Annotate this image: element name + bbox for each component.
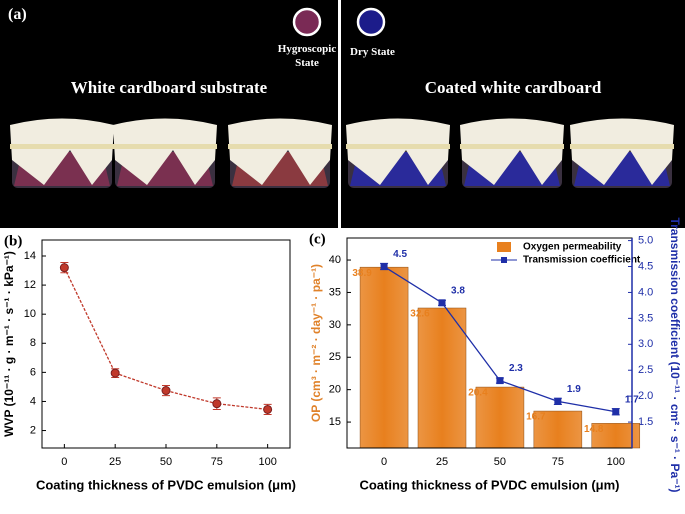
y-tick-label: 35: [329, 286, 341, 298]
y-tick-label: 5.0: [638, 234, 653, 246]
x-tick-label: 50: [494, 456, 506, 468]
photo-right: [341, 0, 685, 228]
value-label: 32.6: [410, 309, 430, 320]
jar-paper: [570, 118, 674, 185]
y-tick-label: 3.5: [638, 312, 653, 324]
jar-paper: [346, 118, 450, 185]
x-tick-label: 75: [552, 456, 564, 468]
legend-swatch: [497, 242, 511, 252]
legend-label: Transmission coefficient: [523, 255, 641, 266]
bar: [533, 410, 583, 449]
y2-axis-label: Transmission coefficient (10⁻¹¹ · cm² · …: [668, 217, 682, 492]
value-label: 1.9: [567, 384, 581, 395]
value-label: 2.3: [509, 363, 523, 374]
marker: [380, 263, 388, 271]
dry-icon: [356, 7, 386, 37]
photo-title: White cardboard substrate: [70, 78, 268, 97]
x-axis-label: Coating thickness of PVDC emulsion (μm): [36, 477, 296, 492]
value-label: 38.9: [352, 268, 372, 279]
y-tick-label: 30: [329, 319, 341, 331]
jar-paper: [228, 118, 332, 185]
x-tick-label: 50: [160, 456, 172, 468]
panel-label: (a): [8, 6, 27, 23]
marker: [59, 263, 69, 273]
jar-band: [228, 144, 332, 149]
jar-band: [113, 144, 217, 149]
y-tick-label: 8: [30, 337, 36, 349]
y-tick-label: 14: [24, 250, 36, 262]
y-axis-label: WVP (10⁻¹¹ · g · m⁻¹ · s⁻¹ · kPa⁻¹): [2, 251, 16, 437]
x-tick-label: 100: [607, 456, 625, 468]
x-axis-label: Coating thickness of PVDC emulsion (μm): [359, 477, 619, 492]
x-tick-label: 25: [436, 456, 448, 468]
y-tick-label: 25: [329, 351, 341, 363]
value-label: 16.7: [526, 412, 546, 423]
legend-marker: [501, 257, 507, 263]
hygroscopic-icon: [292, 7, 322, 37]
marker: [612, 408, 620, 416]
y-axis-label: OP (cm³ · m⁻² · day⁻¹ · pa⁻¹): [309, 264, 323, 422]
y-tick-label: 2: [30, 424, 36, 436]
marker: [161, 386, 171, 396]
jar-paper: [460, 118, 564, 185]
jar-band: [570, 144, 674, 149]
photo-left: [0, 0, 338, 228]
panel-label: (b): [4, 233, 22, 249]
y-tick-label: 4: [30, 395, 36, 407]
marker: [263, 404, 273, 414]
photo-title: Coated white cardboard: [424, 78, 602, 97]
bar: [417, 307, 467, 449]
y-tick-label: 12: [24, 279, 36, 291]
marker: [438, 299, 446, 307]
legend-label: Oxygen permeability: [523, 242, 622, 253]
jars: [10, 118, 674, 188]
bar: [475, 386, 525, 449]
value-label: 3.8: [451, 285, 465, 296]
jar-paper: [113, 118, 217, 185]
y-tick-label: 4.5: [638, 260, 653, 272]
x-tick-label: 0: [381, 456, 387, 468]
y-tick-label: 40: [329, 254, 341, 266]
jar-paper: [10, 118, 114, 185]
marker: [554, 397, 562, 405]
jar-band: [10, 144, 114, 149]
y-tick-label: 20: [329, 384, 341, 396]
state-label: Dry State: [350, 46, 395, 58]
y-tick-label: 1.5: [638, 416, 653, 428]
value-label: 4.5: [393, 249, 407, 260]
value-label: 14.8: [584, 424, 604, 435]
marker: [496, 377, 504, 385]
data-line: [63, 267, 268, 411]
y-tick-label: 4.0: [638, 286, 653, 298]
bar: [359, 266, 409, 449]
marker: [212, 399, 222, 409]
x-tick-label: 100: [258, 456, 276, 468]
y-tick-label: 10: [24, 308, 36, 320]
marker: [110, 368, 120, 378]
jar-band: [460, 144, 564, 149]
jar-band: [346, 144, 450, 149]
x-tick-label: 25: [109, 456, 121, 468]
y-tick-label: 2.0: [638, 390, 653, 402]
plot-frame: [41, 239, 291, 449]
x-tick-label: 75: [211, 456, 223, 468]
y-tick-label: 6: [30, 366, 36, 378]
value-label: 20.4: [468, 388, 488, 399]
y-tick-label: 15: [329, 416, 341, 428]
y-tick-label: 2.5: [638, 364, 653, 376]
panel-label: (c): [309, 231, 326, 247]
x-tick-label: 0: [61, 456, 67, 468]
state-label: Hygroscopic State: [277, 43, 337, 69]
y-tick-label: 3.0: [638, 338, 653, 350]
